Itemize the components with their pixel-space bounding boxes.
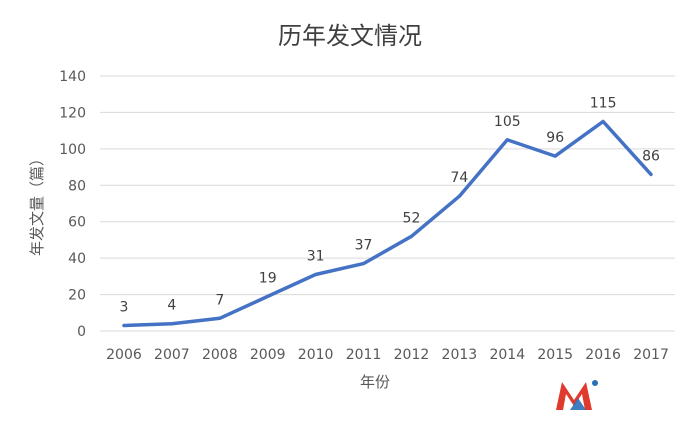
y-axis-label: 年发文量（篇） [28,151,46,256]
x-tick-label: 2012 [394,347,430,363]
data-label: 74 [450,170,468,186]
data-label: 86 [642,148,660,164]
x-tick-label: 2008 [202,347,238,363]
y-tick-label: 60 [68,215,86,231]
data-label: 52 [403,210,421,226]
y-axis-ticks: 0 20 40 60 80 100 120 140 [59,69,86,340]
gridlines [100,75,675,332]
data-label: 37 [355,238,373,254]
y-tick-label: 20 [68,288,86,304]
data-label: 3 [119,300,128,316]
x-axis-ticks: 2006 2007 2008 2009 2010 2011 2012 2013 2014 2015… [106,347,669,363]
y-tick-label: 80 [68,178,86,194]
x-tick-label: 2016 [585,347,621,363]
x-tick-label: 2009 [250,347,286,363]
y-tick-label: 120 [59,105,86,121]
series-line [122,119,653,328]
x-tick-label: 2011 [346,347,382,363]
y-tick-label: 140 [59,69,86,85]
data-label: 7 [215,292,224,308]
x-axis-label: 年份 [360,373,390,391]
x-tick-label: 2015 [537,347,573,363]
logo-mark [556,380,598,410]
y-tick-label: 40 [68,251,86,267]
chart-title: 历年发文情况 [278,22,422,50]
x-tick-label: 2017 [633,347,669,363]
x-tick-label: 2013 [442,347,478,363]
x-tick-label: 2014 [489,347,525,363]
y-tick-label: 100 [59,142,86,158]
data-label: 115 [590,96,617,112]
x-tick-label: 2007 [154,347,190,363]
y-tick-label: 0 [77,324,86,340]
data-label: 96 [546,130,564,146]
data-labels: 3 4 7 19 31 37 52 74 105 96 115 86 [119,96,660,316]
x-tick-label: 2010 [298,347,334,363]
data-label: 105 [494,114,521,130]
data-label: 4 [167,298,176,314]
data-label: 31 [307,249,325,265]
x-tick-label: 2006 [106,347,142,363]
data-label: 19 [259,270,277,286]
